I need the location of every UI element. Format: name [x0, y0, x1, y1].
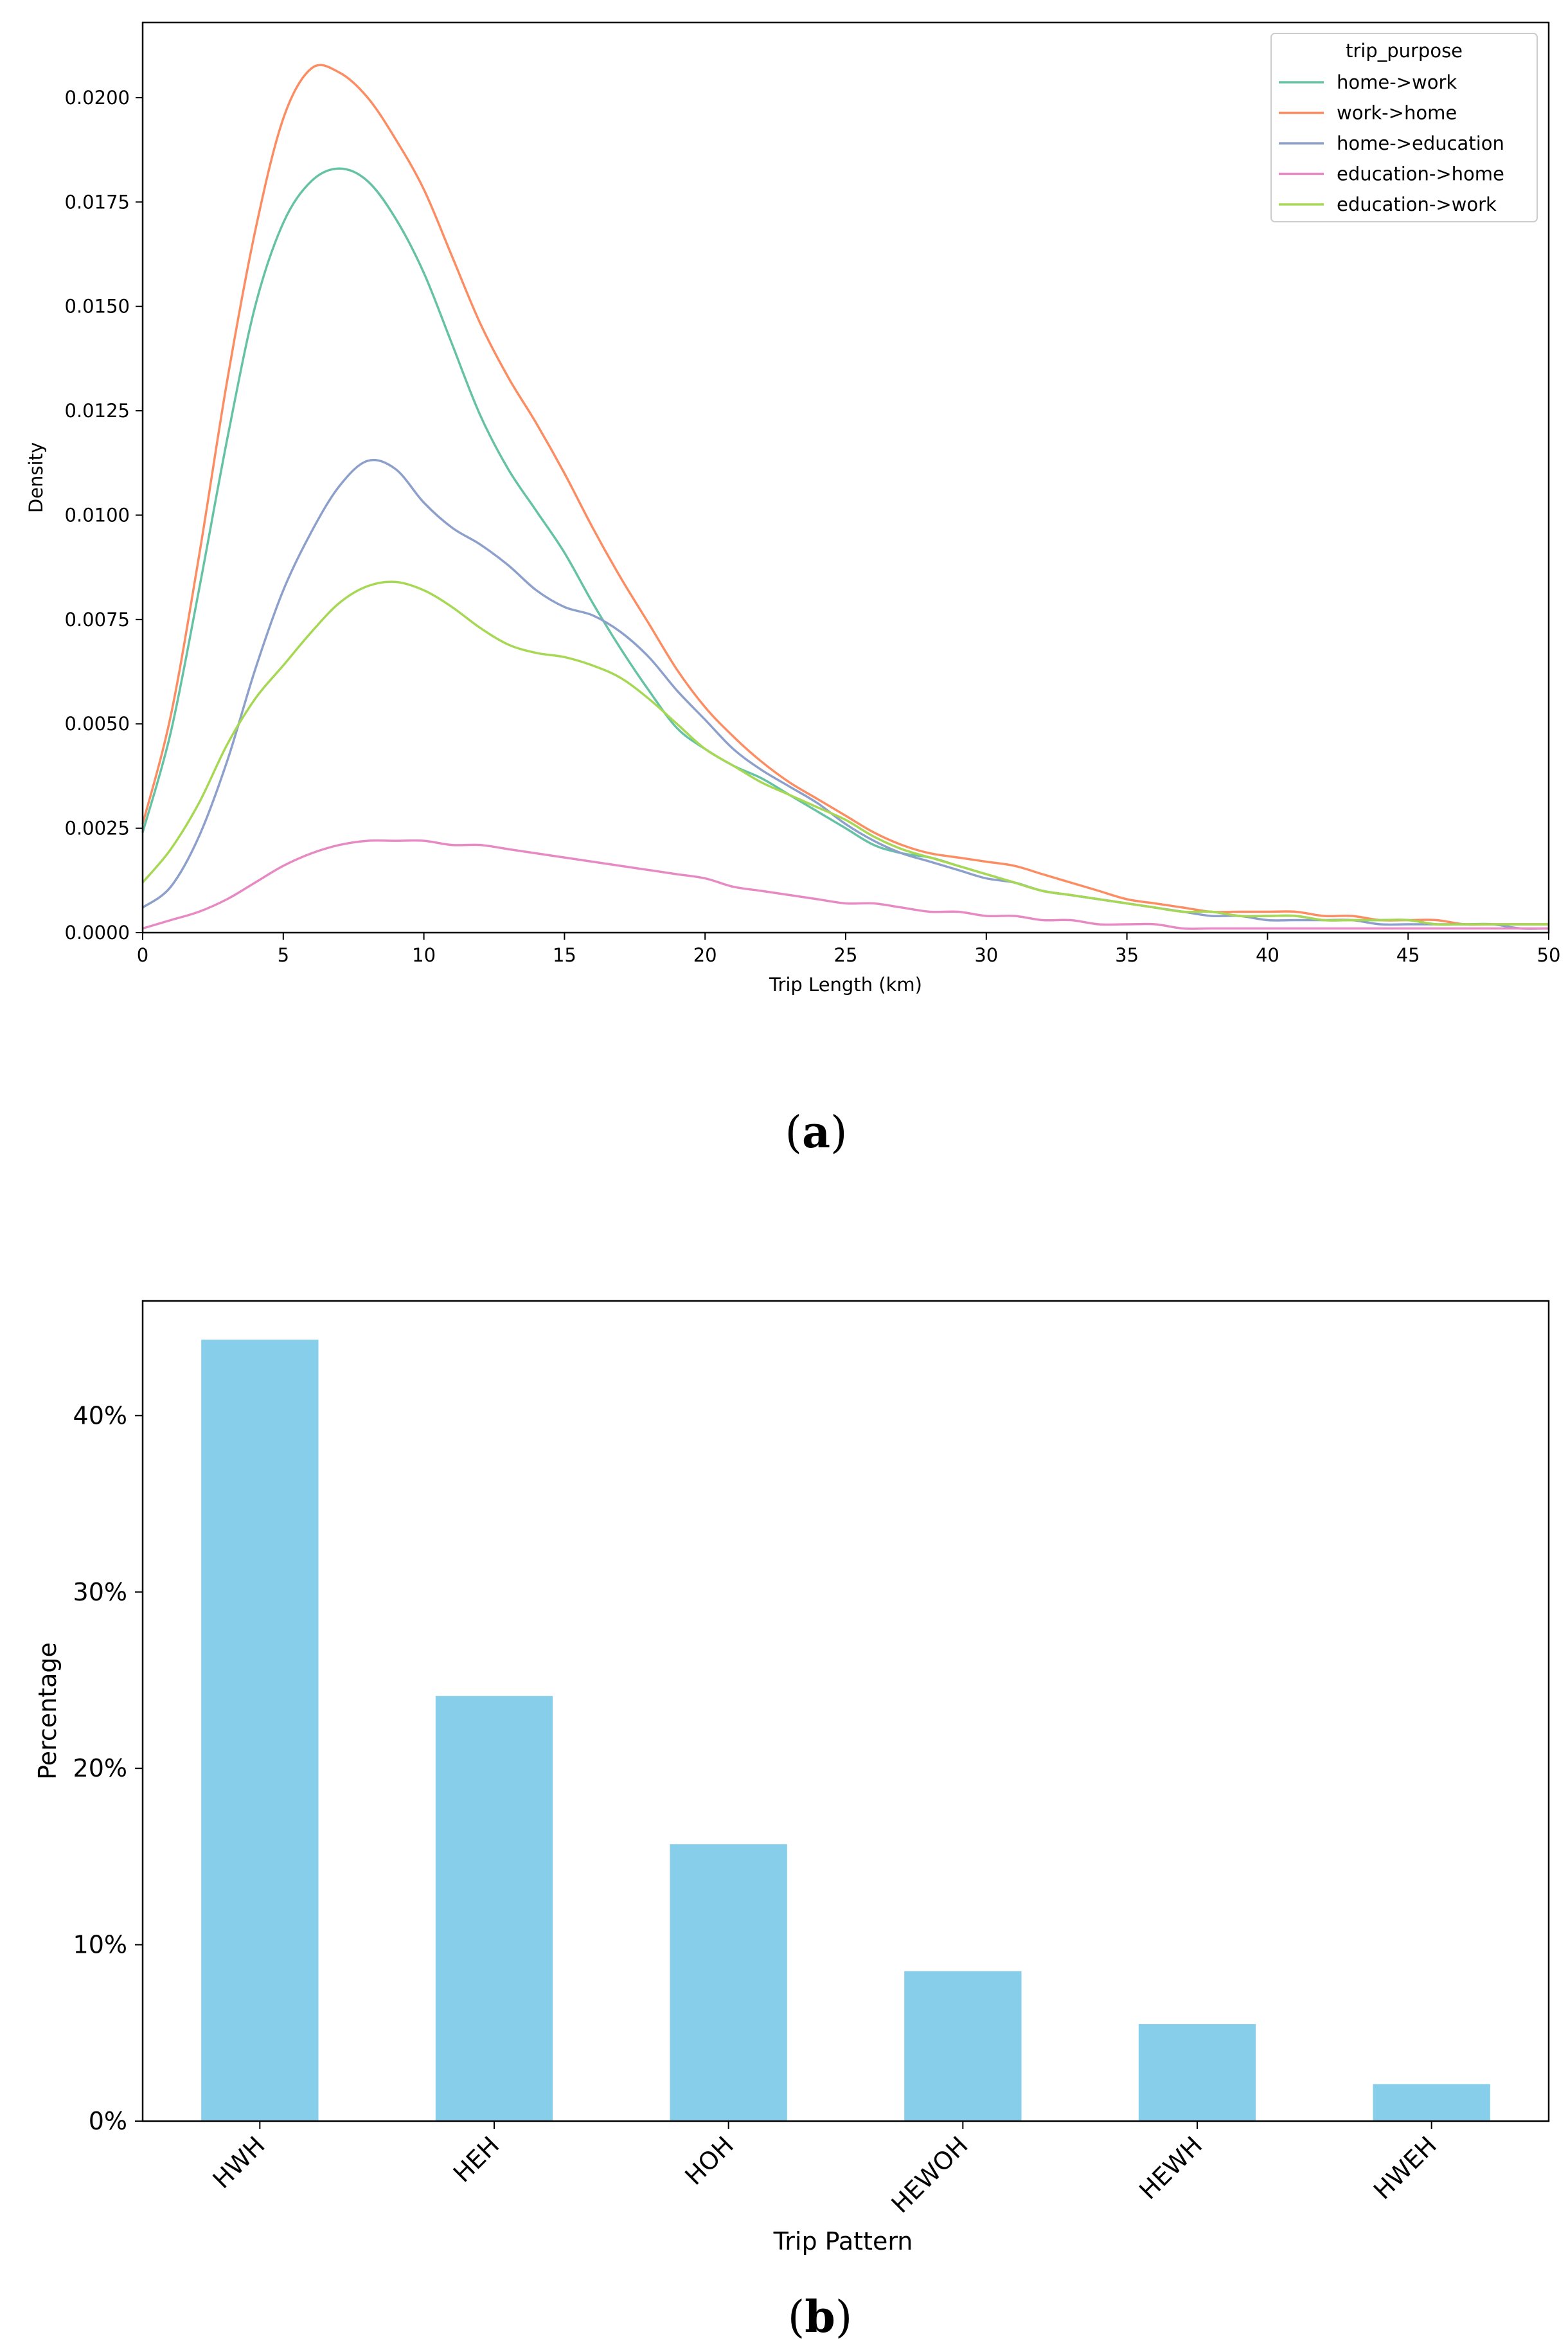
- y-tick-label: 0.0000: [65, 922, 130, 944]
- caption-b: (b): [788, 2291, 853, 2343]
- y-tick-label-b: 10%: [73, 1931, 127, 1959]
- y-tick-label: 0.0075: [65, 609, 130, 631]
- x-tick-label: 10: [412, 944, 436, 966]
- y-tick-label: 0.0050: [65, 713, 130, 735]
- x-axis-label-b: Trip Pattern: [773, 2227, 913, 2255]
- bar-HWEH: [1373, 2084, 1490, 2121]
- bar-HOH: [670, 1844, 787, 2121]
- x-axis-ticks: 0 5 10 15 20 25 30 35 40 45 50: [137, 933, 1561, 966]
- legend-label: education->home: [1337, 163, 1504, 185]
- x-tick-label: 0: [137, 944, 148, 966]
- x-tick-label: 20: [693, 944, 717, 966]
- line-1: [141, 64, 1549, 926]
- y-tick-label-b: 40%: [73, 1401, 127, 1429]
- bar-HEH: [435, 1696, 553, 2121]
- legend-title: trip_purpose: [1346, 40, 1463, 62]
- line-2: [141, 458, 1549, 930]
- legend-items: home->work work->home home->education educa…: [1279, 71, 1504, 215]
- caption-a: (a): [785, 1107, 847, 1158]
- legend: trip_purpose home->work work->home home->e…: [1270, 33, 1538, 222]
- y-tick-label-b: 0%: [89, 2107, 127, 2135]
- caption-b-letter: b: [805, 2291, 835, 2343]
- line-4: [141, 580, 1549, 926]
- x-tick-label: 15: [553, 944, 576, 966]
- legend-box: [1270, 33, 1538, 222]
- trip-length-density-chart: 0 5 10 15 20 25 30 35 40 45 50 0.00000.00250.00500…: [25, 21, 1561, 1158]
- bar-HEWH: [1138, 2024, 1256, 2121]
- caption-a-letter: a: [802, 1107, 830, 1158]
- x-tick-label: 50: [1537, 944, 1561, 966]
- x-tick-label: 40: [1256, 944, 1279, 966]
- density-lines: [141, 64, 1549, 930]
- x-tick-label: 45: [1396, 944, 1420, 966]
- plot-frame-b: [141, 1300, 1550, 2122]
- line-3: [142, 839, 1549, 930]
- bars: [201, 1340, 1490, 2121]
- bar-HEWOH: [904, 1971, 1022, 2121]
- x-tick-label-b: HOH: [679, 2131, 739, 2191]
- y-axis-label: Density: [25, 442, 47, 513]
- y-axis-label-b: Percentage: [33, 1642, 62, 1780]
- x-tick-label-b: HWEH: [1368, 2131, 1442, 2205]
- y-tick-label: 0.0100: [65, 504, 130, 526]
- x-axis-label: Trip Length (km): [769, 974, 922, 996]
- x-tick-label-b: HEH: [448, 2131, 505, 2188]
- y-tick-label-b: 20%: [73, 1754, 127, 1782]
- x-tick-label-b: HEWH: [1134, 2131, 1207, 2205]
- x-tick-label-b: HWH: [208, 2131, 271, 2194]
- y-axis-ticks-b: 0% 10% 20% 30% 40%: [73, 1401, 143, 2135]
- y-tick-label: 0.0150: [65, 296, 130, 318]
- y-tick-label-b: 30%: [73, 1578, 127, 1606]
- x-tick-label: 25: [834, 944, 858, 966]
- y-axis-ticks: 0.0000 0.0025 0.0050 0.0075 0.0100 0.0125 0.01…: [65, 87, 143, 944]
- x-tick-label: 5: [278, 944, 289, 966]
- legend-label: home->work: [1337, 71, 1457, 93]
- legend-label: home->education: [1337, 132, 1504, 154]
- x-tick-label-b: HEWOH: [886, 2131, 973, 2218]
- x-tick-label: 35: [1115, 944, 1139, 966]
- x-axis-ticks-b: HWH HEH HOH HEWOH HEWH HWEH: [208, 2121, 1442, 2218]
- y-tick-label: 0.0025: [65, 818, 130, 839]
- legend-label: education->work: [1337, 193, 1497, 215]
- legend-label: work->home: [1337, 102, 1457, 124]
- bar-HWH: [201, 1340, 319, 2121]
- x-tick-label: 30: [974, 944, 998, 966]
- y-tick-label: 0.0125: [65, 400, 130, 422]
- y-tick-label: 0.0175: [65, 191, 130, 213]
- y-tick-label: 0.0200: [65, 87, 130, 109]
